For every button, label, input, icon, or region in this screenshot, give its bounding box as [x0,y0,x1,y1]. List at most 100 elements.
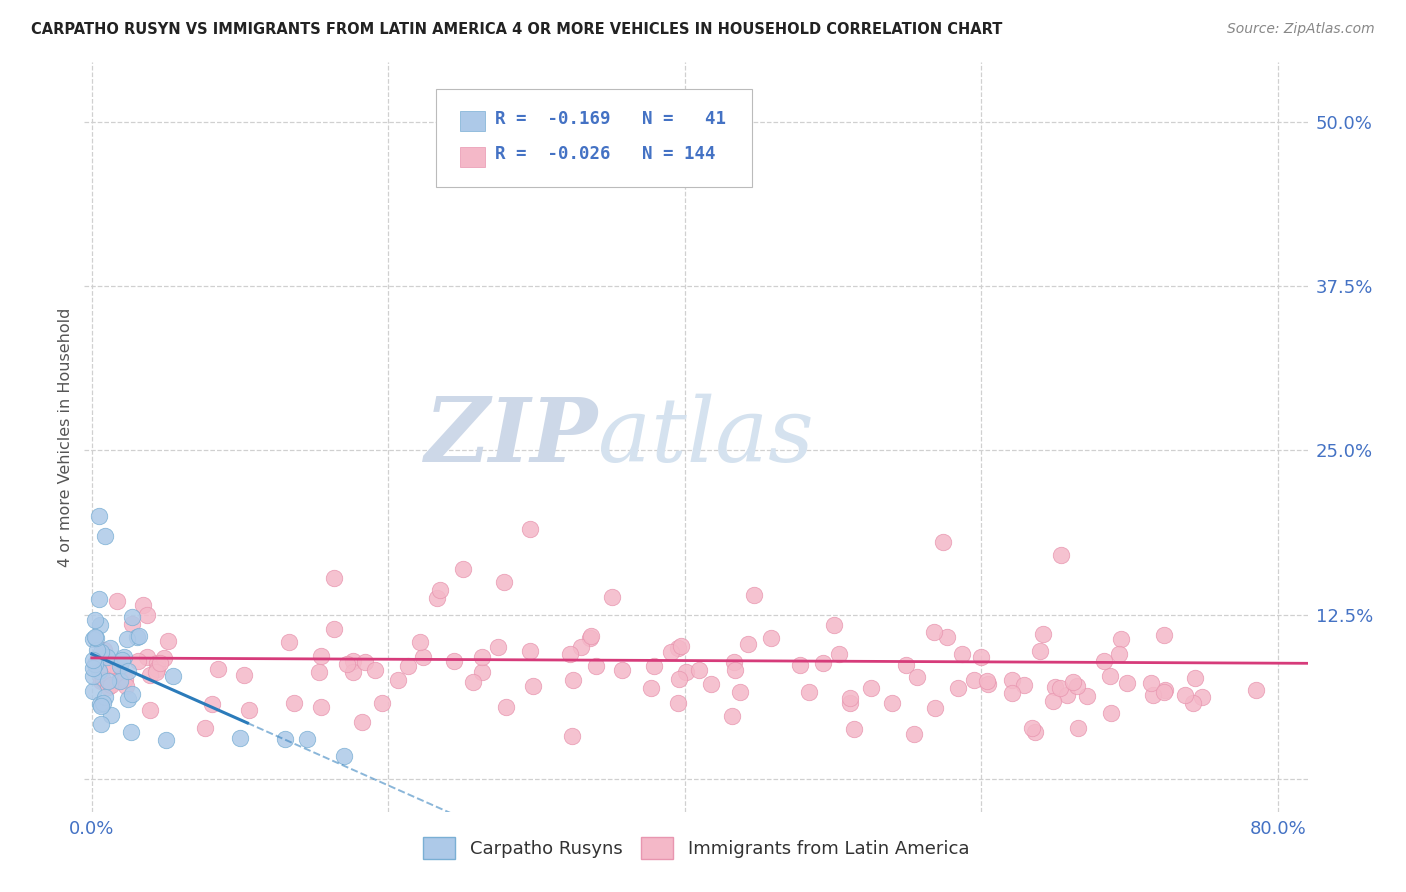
Point [83,630,105,644]
Point [924,701,946,715]
Point [94,529,117,543]
Point [522,679,544,693]
Point [295,732,318,747]
Point [90,698,112,713]
Point [110,673,132,688]
Point [827,647,849,661]
Text: R =  -0.169   N =   41: R = -0.169 N = 41 [495,110,725,128]
Point [429,582,451,597]
Point [640,681,662,695]
Point [342,654,364,668]
Point [1099,669,1122,683]
Point [93,642,115,657]
Point [162,668,184,682]
Point [90,716,112,731]
Point [110,653,132,667]
Point [969,649,991,664]
Point [799,685,821,699]
Point [737,637,759,651]
Point [149,656,172,670]
Point [273,732,295,747]
Point [1092,654,1115,668]
Point [1021,721,1043,735]
Point [471,649,494,664]
Point [89,618,111,632]
Point [117,691,139,706]
Point [153,650,176,665]
Point [139,668,162,682]
Point [585,659,607,673]
Point [117,632,139,646]
Point [136,649,159,664]
Point [354,655,377,669]
Point [309,700,332,714]
Point [922,625,945,640]
Point [932,535,955,549]
Point [107,661,129,675]
Point [117,664,139,678]
Point [127,654,149,668]
Point [666,641,689,656]
Point [409,634,432,648]
Point [277,635,299,649]
Point [82,653,104,667]
Point [336,657,359,671]
Point [157,633,180,648]
Point [519,644,541,658]
Point [1184,671,1206,685]
Point [903,727,925,741]
Point [387,673,409,688]
Point [1045,680,1067,694]
Point [84,632,107,646]
Point [1115,676,1137,690]
Point [1182,696,1205,710]
Point [461,674,484,689]
Point [82,632,104,647]
Point [558,647,581,661]
Point [860,681,883,695]
Point [963,673,986,687]
Point [194,721,217,735]
Point [1154,682,1177,697]
Point [1191,690,1213,705]
Point [789,658,811,673]
Point [396,659,419,673]
Point [91,696,114,710]
Point [1062,675,1084,690]
Point [110,658,132,673]
Point [238,703,260,717]
Point [1042,694,1064,708]
Point [579,629,602,643]
Point [668,672,690,686]
Point [121,616,143,631]
Point [1066,679,1088,693]
Point [1142,688,1164,702]
Point [977,677,1000,691]
Point [112,650,135,665]
Point [100,707,122,722]
Legend: Carpatho Rusyns, Immigrants from Latin America: Carpatho Rusyns, Immigrants from Latin A… [416,830,976,866]
Point [1153,685,1175,699]
Point [471,665,494,680]
Point [1153,627,1175,641]
Point [1108,647,1130,661]
Text: ZIP: ZIP [425,394,598,480]
Point [950,647,973,661]
Text: Source: ZipAtlas.com: Source: ZipAtlas.com [1227,22,1375,37]
Point [492,574,515,589]
Point [322,571,344,585]
Point [128,629,150,643]
Point [135,607,157,622]
Point [1049,681,1071,695]
Point [495,699,517,714]
Point [96,650,118,665]
Point [600,591,623,605]
Point [89,697,111,711]
Point [82,684,104,698]
Point [976,673,998,688]
Point [108,672,131,686]
Point [201,698,224,712]
Point [561,730,583,744]
Point [120,725,142,739]
Point [232,668,254,682]
